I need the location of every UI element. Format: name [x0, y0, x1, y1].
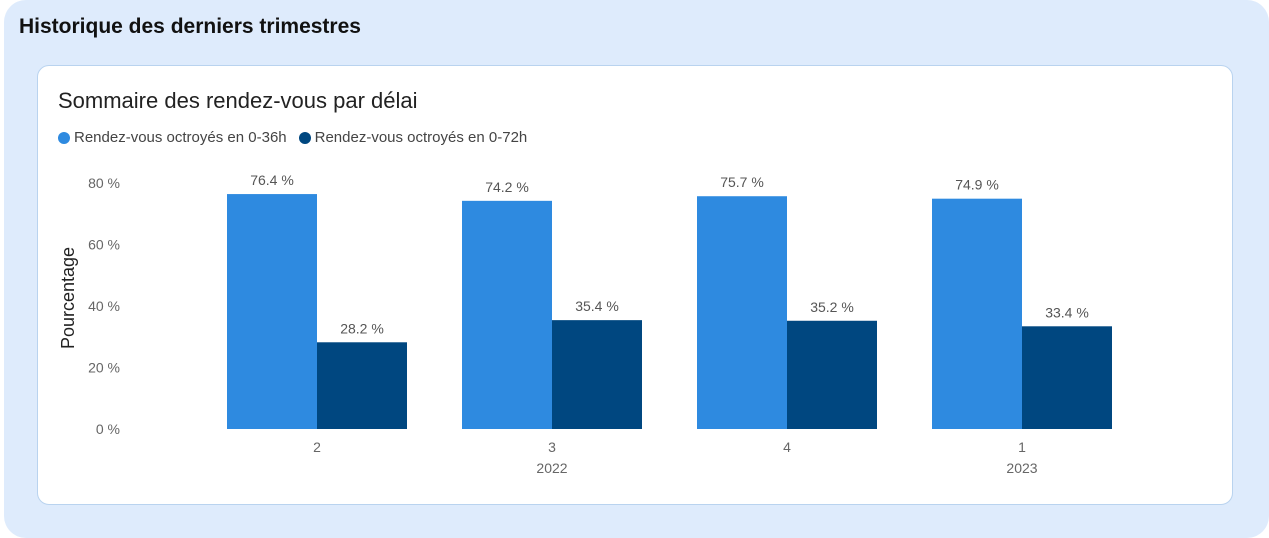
legend-dot-0-72h-icon [298, 131, 311, 144]
bar-0-72h-3 [1022, 326, 1112, 429]
data-label: 74.2 % [485, 179, 529, 195]
x-tick-year: 2023 [1006, 460, 1037, 476]
y-tick-label: 80 % [88, 175, 120, 191]
x-tick-quarter: 1 [1018, 439, 1026, 455]
bar-chart: 0 % 20 % 40 % 60 % 80 % Pourcentage 76.4 % 28.2… [58, 172, 1112, 476]
data-label: 74.9 % [955, 177, 999, 193]
y-tick-label: 0 % [96, 421, 120, 437]
legend-label-0-72h: Rendez-vous octroyés en 0-72h [314, 129, 528, 146]
history-panel: Historique des derniers trimestres Somma… [4, 0, 1269, 538]
y-tick-label: 60 % [88, 237, 120, 253]
bar-0-36h-3 [932, 198, 1022, 429]
y-tick-label: 40 % [88, 298, 120, 314]
bar-0-72h-0 [317, 342, 407, 429]
data-label: 28.2 % [340, 320, 384, 336]
legend-item-0-36h[interactable]: Rendez-vous octroyés en 0-36h [58, 129, 287, 146]
y-tick-label: 20 % [88, 360, 120, 376]
x-tick-quarter: 2 [313, 439, 321, 455]
bar-0-36h-2 [697, 196, 787, 429]
x-tick-quarter: 3 [548, 439, 556, 455]
data-label: 33.4 % [1045, 304, 1089, 320]
data-label: 35.2 % [810, 299, 854, 315]
chart-title: Sommaire des rendez-vous par délai [58, 88, 418, 113]
y-axis-label: Pourcentage [58, 247, 78, 349]
legend-label-0-36h: Rendez-vous octroyés en 0-36h [74, 129, 287, 146]
legend-item-0-72h[interactable]: Rendez-vous octroyés en 0-72h [298, 129, 528, 146]
chart-legend: Rendez-vous octroyés en 0-36h Rendez-vou… [58, 129, 527, 146]
data-label: 35.4 % [575, 298, 619, 314]
legend-dot-0-36h-icon [58, 131, 70, 144]
bar-0-36h-0 [227, 194, 317, 429]
bar-0-36h-1 [462, 200, 552, 429]
x-tick-quarter: 4 [783, 439, 791, 455]
bar-0-72h-1 [552, 320, 642, 429]
chart-card: Sommaire des rendez-vous par délai Rende… [37, 65, 1233, 505]
bar-0-72h-2 [787, 320, 877, 429]
x-tick-year: 2022 [536, 460, 567, 476]
data-label: 76.4 % [250, 172, 294, 188]
section-title: Historique des derniers trimestres [19, 15, 361, 38]
data-label: 75.7 % [720, 174, 764, 190]
